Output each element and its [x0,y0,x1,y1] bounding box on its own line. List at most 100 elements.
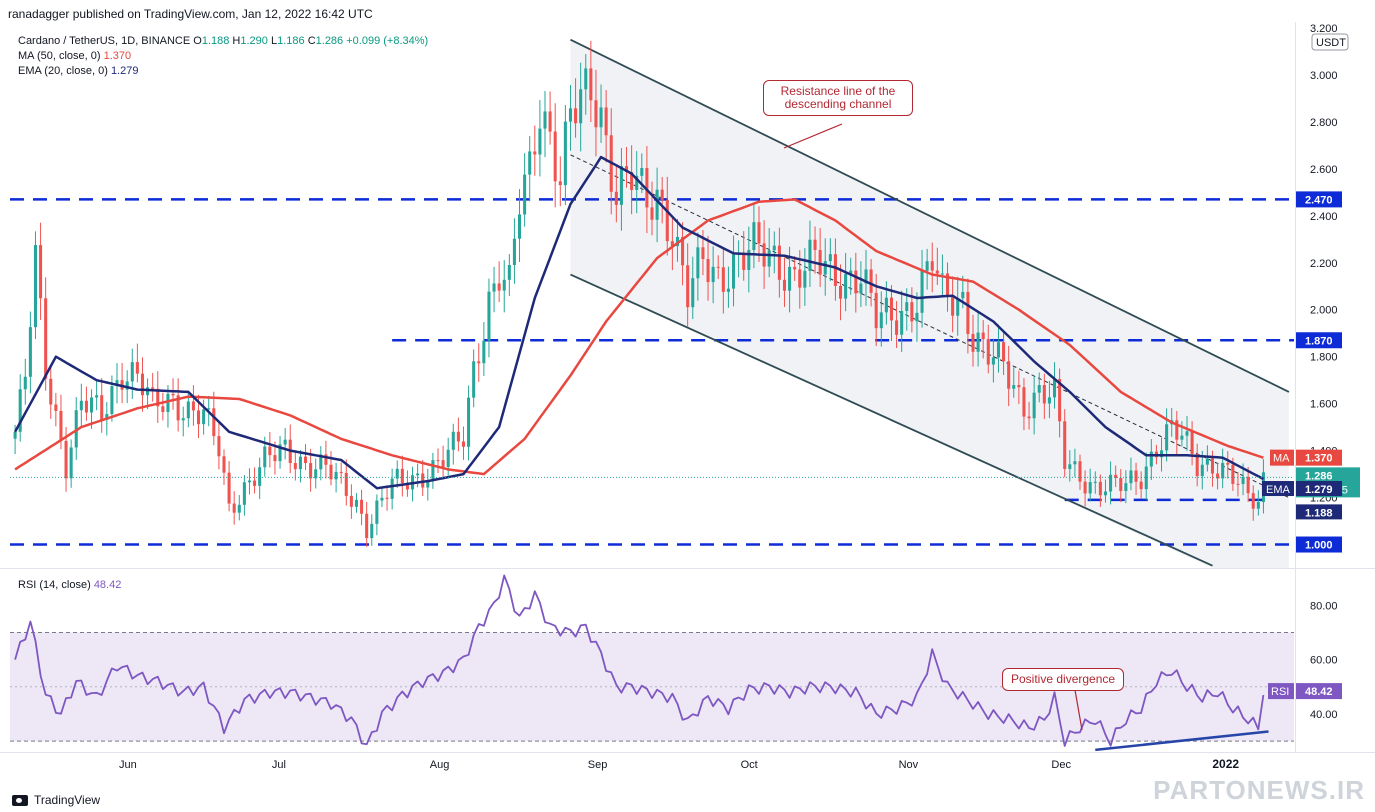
candle-body [59,410,63,441]
candle-body [202,409,206,425]
candle-body [1149,451,1153,467]
divergence-annotation[interactable]: Positive divergence [1002,668,1125,691]
candle-body [900,311,904,335]
candle-body [1246,476,1250,494]
candle-body [726,288,730,292]
candle-body [18,389,22,432]
candle-body [186,401,190,419]
rsi-legend[interactable]: RSI (14, close) 48.42 [18,578,121,593]
candle-body [1256,502,1260,509]
candle-body [828,254,832,262]
candle-body [558,181,562,186]
ema-tag-label: EMA [1266,484,1291,496]
candle-body [39,245,43,299]
ma-legend-label: MA (50, close, 0) [18,50,101,62]
rsi-tag-label: RSI [1271,686,1289,698]
candle-body [461,441,466,447]
symbol-name[interactable]: Cardano / TetherUS, 1D, BINANCE [18,35,191,47]
candle-body [507,264,511,280]
candle-body [69,447,73,479]
candle-body [263,446,267,468]
candle-body [517,214,522,239]
close-label: C [307,35,316,47]
currency-unit-box [1311,33,1349,51]
time-tick-label: Dec [1051,759,1071,771]
candle-body [1114,474,1118,478]
candle-body [670,241,674,247]
candle-body [844,274,848,299]
candle-body [1037,385,1041,393]
candle-body [482,340,486,364]
rsi-value-tag [1296,683,1342,700]
candle-body [217,436,221,457]
candle-body [599,107,603,128]
price-tick-label: 2.200 [1310,258,1338,270]
candle-body [431,460,435,481]
candle-body [1109,474,1113,492]
candle-body [889,297,894,321]
candle-body [971,333,975,352]
candle-body [395,468,399,479]
candle-body [798,269,802,288]
ma-legend-row[interactable]: MA (50, close, 0) 1.370 [18,49,428,64]
candle-body [258,467,262,486]
candle-body [925,261,929,271]
candle-body [920,270,924,313]
candle-body [574,108,578,124]
ohlc-row: Cardano / TetherUS, 1D, BINANCE O1.188 H… [18,34,428,49]
candle-body [309,463,313,479]
candle-body [818,250,822,275]
level-price-label: 1.000 [1305,540,1333,552]
rsi-tag-box [1268,683,1294,700]
time-tick-label: Oct [741,759,758,771]
candle-body [405,483,409,490]
candle-body [329,464,333,480]
candle-body [874,292,878,329]
candle-body [1139,481,1143,490]
ema-legend-label: EMA (20, close, 0) [18,65,108,77]
resistance-annotation[interactable]: Resistance line of the descending channe… [763,80,913,116]
symbol-legend: Cardano / TetherUS, 1D, BINANCE O1.188 H… [18,34,428,79]
candle-body [273,455,277,462]
footer-brand[interactable]: TradingView [12,793,100,807]
candle-body [1231,464,1235,484]
candle-body [624,166,629,173]
price-tick-label: 1.600 [1310,399,1338,411]
candle-body [650,207,654,220]
candle-body [319,454,323,470]
candle-body [854,270,858,294]
candle-body [991,357,995,365]
open-label: O [193,35,202,47]
candle-body [1185,431,1189,436]
candle-body [166,393,170,412]
candle-body [981,332,985,340]
candle-body [100,395,104,420]
candle-body [176,395,180,421]
candle-body [528,151,532,175]
candle-body [253,480,257,486]
candle-body [1063,421,1067,469]
candle-body [742,252,746,270]
candle-body [64,440,68,479]
candle-body [777,245,781,280]
candle-body [803,270,807,288]
candle-body [84,400,88,413]
candle-body [905,302,909,312]
candle-body [370,523,374,539]
candle-body [864,269,868,284]
candle-body [660,189,664,200]
candle-body [548,111,552,132]
candle-body [314,469,318,479]
divergence-pointer [1074,689,1083,731]
level-price-label: 1.870 [1305,335,1333,347]
candle-body [691,278,695,308]
candle-body [1042,385,1046,404]
footer-brand-label: TradingView [34,793,101,807]
ema-legend-row[interactable]: EMA (20, close, 0) 1.279 [18,64,428,79]
price-tick-label: 3.000 [1310,70,1338,82]
candle-body [630,172,634,190]
candle-body [1236,483,1240,485]
candle-body [1088,482,1092,494]
candle-body [1241,476,1245,485]
candle-body [33,245,38,328]
